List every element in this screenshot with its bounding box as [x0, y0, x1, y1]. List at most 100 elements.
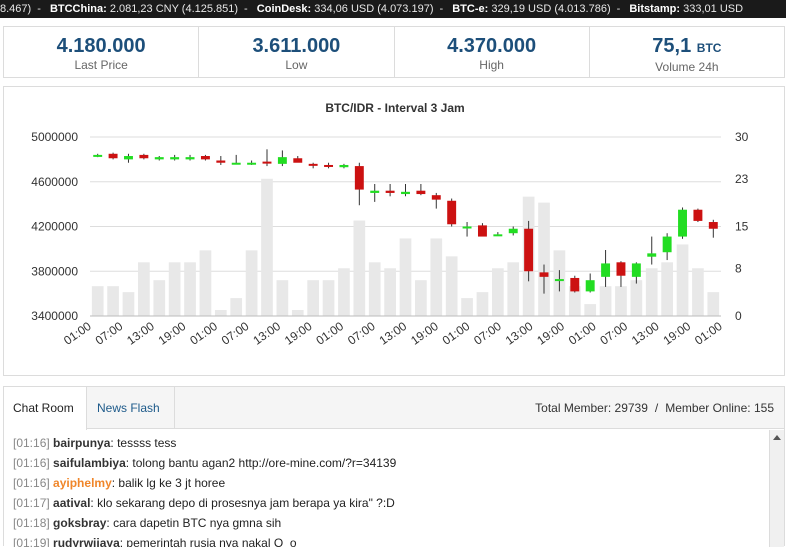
x-tick-label: 07:00 [345, 319, 378, 348]
candlestick-chart[interactable]: BTC/IDR - Interval 3 Jam 5000000 4600000 4… [4, 87, 784, 375]
volume-bar [153, 280, 166, 316]
candle-body [339, 164, 349, 168]
candle-body [631, 263, 641, 277]
volume-bar [276, 280, 289, 316]
message-text: balik lg ke 3 jt horee [118, 476, 226, 490]
volume-bar [707, 292, 720, 316]
volume-bar [353, 220, 366, 316]
price-chart-panel: BTC/IDR - Interval 3 Jam 5000000 4600000 4… [3, 86, 785, 376]
tab-chat-room[interactable]: Chat Room [4, 387, 87, 430]
tab-news-flash[interactable]: News Flash [88, 387, 175, 429]
volume-bar [168, 262, 181, 316]
candle-body [570, 277, 580, 292]
chat-message: [01:19] rudyrwijaya: pemerintah rusia ny… [13, 533, 770, 547]
candle-body [293, 158, 303, 163]
candle-body [508, 228, 518, 234]
candle-body [200, 156, 210, 160]
x-tick-label: 13:00 [124, 319, 157, 348]
volume-unit: BTC [696, 41, 722, 55]
message-user[interactable]: rudyrwijaya [53, 536, 120, 547]
message-user[interactable]: ayiphelmy [53, 476, 112, 490]
message-time: [01:16] [13, 436, 50, 450]
price-tick-label: 3400000 [31, 309, 78, 323]
volume-bar [107, 286, 119, 316]
volume-bar [261, 178, 273, 316]
total-member-label: Total Member: [535, 401, 612, 415]
x-tick-label: 01:00 [61, 319, 94, 348]
candle-body [370, 190, 380, 193]
volume-bar [430, 238, 443, 316]
high-label: High [479, 58, 504, 72]
volume-bar [214, 310, 227, 316]
chat-message: [01:17] aatival: klo sekarang depo di pr… [13, 496, 395, 510]
message-user[interactable]: goksbray [53, 516, 107, 530]
candle-body [216, 160, 226, 163]
x-tick-label: 07:00 [93, 319, 126, 348]
x-tick-label: 13:00 [629, 319, 662, 348]
volume-bar [568, 286, 581, 316]
volume-bar [338, 268, 350, 316]
volume-bar [538, 202, 550, 316]
volume-bar [461, 298, 473, 316]
candle-body [170, 157, 180, 160]
last-price-label: Last Price [74, 58, 128, 72]
chat-message: [01:18] goksbray: cara dapetin BTC nya g… [13, 516, 282, 530]
volume-bar [384, 268, 396, 316]
low-value: 3.611.000 [252, 35, 341, 57]
ticker-item: 8.467) [0, 3, 32, 15]
x-tick-label: 19:00 [408, 319, 441, 348]
low-label: Low [285, 58, 308, 72]
message-time: [01:18] [13, 516, 50, 530]
candle-body [447, 200, 457, 225]
message-user[interactable]: bairpunya [53, 436, 111, 450]
volume-bar [368, 262, 381, 316]
candle-body [462, 226, 472, 229]
volume-bar [184, 262, 196, 316]
candle-body [431, 195, 441, 200]
volume-bar [399, 238, 412, 316]
ticker-item: BTC-e: 329,19 USD (4.013.786) [452, 3, 611, 15]
volume-tick-label: 0 [735, 309, 742, 323]
volume-bar [615, 286, 627, 316]
price-tick-label: 3800000 [31, 264, 78, 278]
volume-bar [307, 280, 320, 316]
volume-bar [692, 268, 704, 316]
chat-scrollbar[interactable] [769, 430, 784, 547]
candle-body [662, 236, 672, 253]
message-user[interactable]: saifulambiya [53, 456, 126, 470]
x-tick-label: 01:00 [440, 319, 473, 348]
volume-tick-label: 23 [735, 172, 749, 186]
candle-body [585, 280, 595, 292]
volume-bar [91, 286, 104, 316]
x-tick-label: 01:00 [692, 319, 725, 348]
volume-tick-label: 30 [735, 130, 749, 144]
stat-volume: 75,1 BTC Volume 24h [590, 27, 784, 77]
volume-bar [507, 262, 520, 316]
stat-last-price: 4.180.000 Last Price [4, 27, 200, 77]
message-time: [01:17] [13, 496, 50, 510]
volume-bar [676, 244, 689, 316]
x-tick-label: 01:00 [313, 319, 346, 348]
volume-bar [245, 250, 258, 316]
volume-bar [476, 292, 489, 316]
scroll-up-arrow-icon[interactable] [773, 435, 781, 440]
market-stats: 4.180.000 Last Price 3.611.000 Low 4.370… [3, 26, 785, 78]
candle-body [262, 161, 272, 164]
chat-message: [01:16] ayiphelmy: balik lg ke 3 jt hore… [13, 476, 226, 490]
message-time: [01:19] [13, 536, 50, 547]
candle-body [154, 157, 164, 160]
candle-body [324, 164, 334, 167]
chat-panel: Chat Room News Flash Total Member: 29739… [3, 386, 785, 547]
online-count: 155 [753, 401, 774, 415]
message-text: klo sekarang depo di prosesnya jam berap… [97, 496, 395, 510]
message-text: tessss tess [117, 436, 177, 450]
x-tick-label: 13:00 [250, 319, 283, 348]
ticker-item: BTCChina: 2.081,23 CNY (4.125.851) [49, 3, 239, 15]
volume-bar [491, 268, 504, 316]
price-tick-label: 5000000 [31, 130, 78, 144]
message-user[interactable]: aatival [53, 496, 91, 510]
chart-title: BTC/IDR - Interval 3 Jam [325, 101, 464, 115]
ticker-item: Bitstamp: 333,01 USD [629, 3, 744, 15]
candle-body [401, 191, 410, 195]
volume-bar [322, 280, 335, 316]
